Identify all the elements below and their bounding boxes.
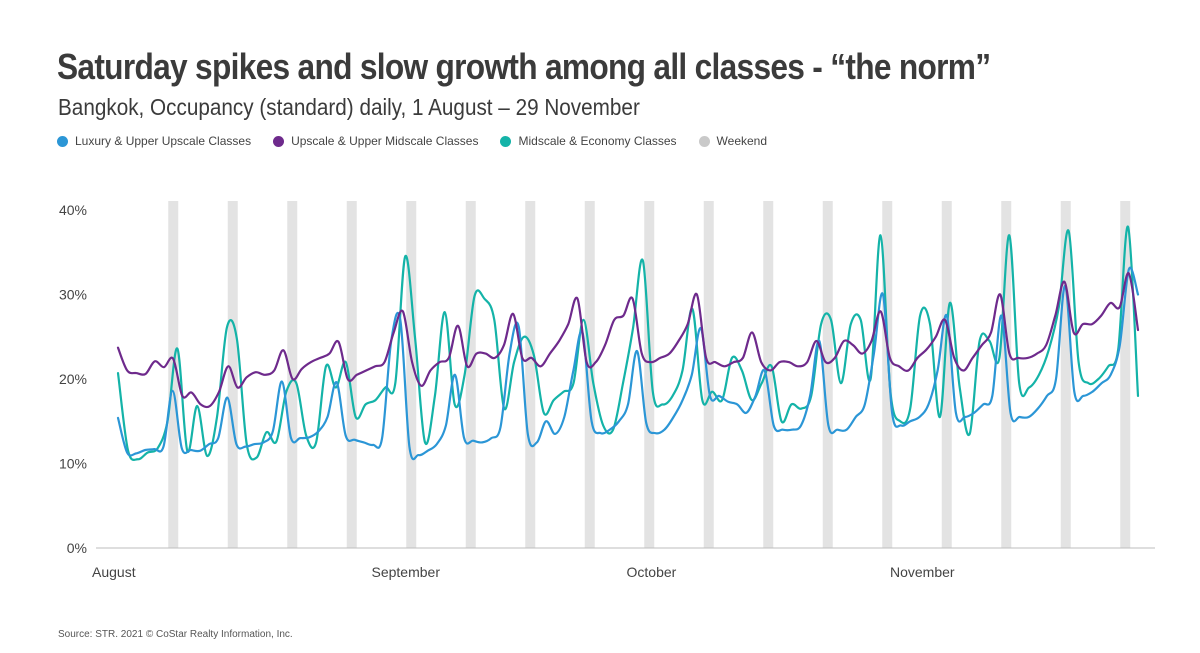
weekend-band xyxy=(465,201,476,548)
weekend-band xyxy=(406,201,417,548)
legend-label-weekend: Weekend xyxy=(716,134,768,148)
series-line-upscale xyxy=(116,272,1140,409)
weekend-band xyxy=(1120,201,1131,548)
weekend-band xyxy=(822,201,833,548)
y-tick-label: 0% xyxy=(67,540,87,556)
y-tick-label: 30% xyxy=(59,287,87,303)
y-tick-label: 10% xyxy=(59,456,87,472)
weekend-band xyxy=(763,201,774,548)
weekend-band xyxy=(1060,201,1071,548)
series-line-midscale xyxy=(116,225,1140,462)
x-tick-label: August xyxy=(92,564,136,580)
weekend-band xyxy=(882,201,893,548)
legend-swatch-weekend xyxy=(698,135,710,147)
weekend-band xyxy=(703,201,714,548)
legend-swatch-luxury xyxy=(57,135,68,147)
x-tick-label: October xyxy=(627,564,677,580)
legend-item-luxury[interactable]: Luxury & Upper Upscale Classes xyxy=(57,134,251,148)
weekend-band xyxy=(584,201,595,548)
legend-label-upscale: Upscale & Upper Midscale Classes xyxy=(291,134,479,148)
weekend-band xyxy=(644,201,655,548)
legend-item-upscale[interactable]: Upscale & Upper Midscale Classes xyxy=(273,134,478,148)
source-note: Source: STR. 2021 © CoStar Realty Inform… xyxy=(58,629,293,640)
weekend-band xyxy=(346,201,357,548)
chart-subtitle: Bangkok, Occupancy (standard) daily, 1 A… xyxy=(58,94,640,120)
x-tick-label: November xyxy=(890,564,955,580)
legend-label-midscale: Midscale & Economy Classes xyxy=(518,134,677,148)
chart-legend: Luxury & Upper Upscale Classes Upscale &… xyxy=(57,134,789,148)
legend-swatch-midscale xyxy=(500,135,512,147)
series-line-luxury xyxy=(116,266,1140,461)
weekend-band xyxy=(525,201,536,548)
y-tick-label: 20% xyxy=(59,371,87,387)
x-tick-label: September xyxy=(372,564,441,580)
chart-title: Saturday spikes and slow growth among al… xyxy=(57,46,991,87)
y-tick-label: 40% xyxy=(59,202,87,218)
legend-label-luxury: Luxury & Upper Upscale Classes xyxy=(75,134,252,148)
legend-swatch-upscale xyxy=(273,135,285,147)
legend-item-weekend[interactable]: Weekend xyxy=(698,134,768,148)
weekend-band xyxy=(287,201,298,548)
legend-item-midscale[interactable]: Midscale & Economy Classes xyxy=(500,134,677,148)
weekend-band xyxy=(941,201,952,548)
